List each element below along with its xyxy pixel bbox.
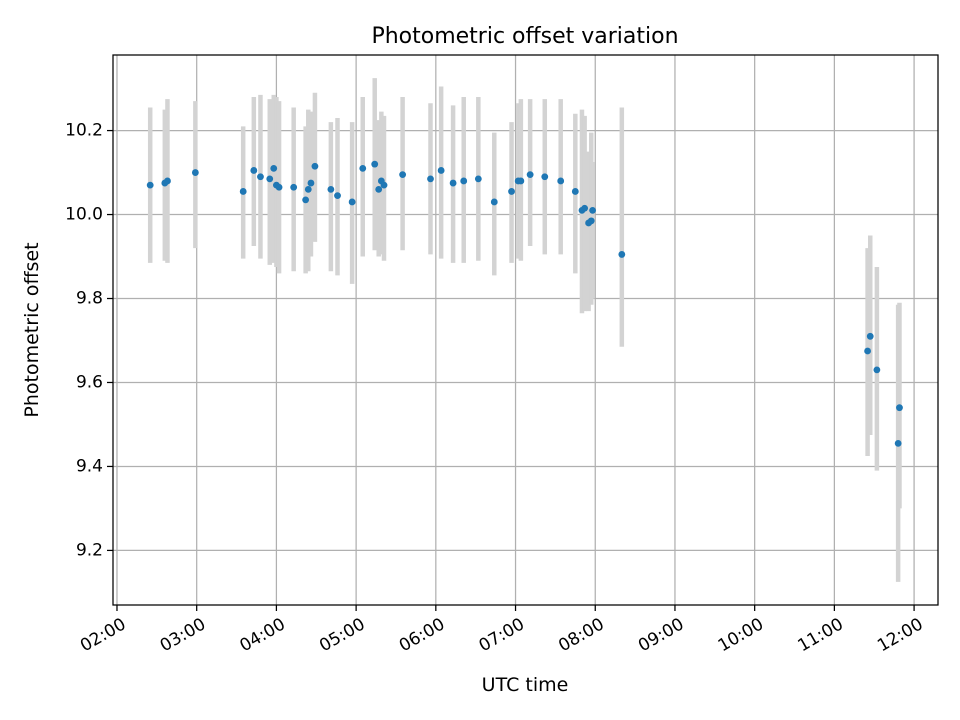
data-point — [508, 188, 515, 195]
data-point — [571, 188, 579, 195]
data-point — [517, 177, 525, 185]
y-tick-label: 10.0 — [65, 205, 103, 225]
data-point — [307, 179, 315, 187]
data-point — [449, 179, 457, 187]
data-point — [250, 167, 258, 174]
data-point — [866, 332, 874, 340]
data-point — [589, 206, 596, 214]
data-point — [239, 188, 247, 195]
data-point — [270, 164, 278, 172]
data-point — [460, 177, 468, 185]
data-point — [864, 347, 871, 355]
y-tick-label: 9.2 — [76, 540, 103, 560]
data-point — [541, 173, 549, 181]
x-axis-label: UTC time — [482, 674, 569, 696]
data-point — [427, 175, 434, 183]
data-point — [894, 439, 902, 447]
data-point — [311, 162, 319, 170]
data-point — [359, 164, 367, 172]
y-axis-label: Photometric offset — [21, 242, 43, 417]
data-point — [557, 177, 565, 185]
data-point — [873, 366, 881, 374]
data-point — [375, 185, 383, 193]
data-point — [490, 198, 498, 206]
data-point — [618, 251, 626, 258]
y-axis: 9.2 9.4 9.6 9.8 10.0 10.2 — [65, 121, 113, 560]
data-point — [302, 196, 310, 204]
y-tick-label: 9.6 — [76, 372, 103, 392]
data-point — [334, 192, 341, 200]
data-point — [526, 171, 534, 179]
y-tick-label: 10.2 — [65, 121, 103, 141]
data-point — [304, 185, 312, 193]
y-tick-label: 9.4 — [76, 456, 103, 476]
chart-title: Photometric offset variation — [371, 24, 678, 49]
data-point — [191, 169, 199, 176]
data-point — [348, 198, 356, 206]
data-point — [399, 171, 407, 179]
data-point — [896, 404, 903, 412]
data-point — [327, 185, 335, 193]
data-point — [474, 175, 482, 183]
data-point — [581, 204, 589, 212]
data-point — [587, 217, 595, 225]
plot-frame — [112, 54, 939, 606]
data-point — [146, 181, 154, 189]
data-points — [146, 160, 903, 447]
data-point — [380, 181, 388, 189]
y-tick-label: 9.8 — [76, 289, 103, 309]
data-point — [266, 175, 274, 183]
data-point — [275, 183, 283, 191]
data-point — [371, 160, 379, 168]
data-point — [164, 177, 171, 185]
data-point — [290, 183, 298, 191]
data-point — [437, 167, 445, 174]
data-point — [257, 173, 264, 181]
